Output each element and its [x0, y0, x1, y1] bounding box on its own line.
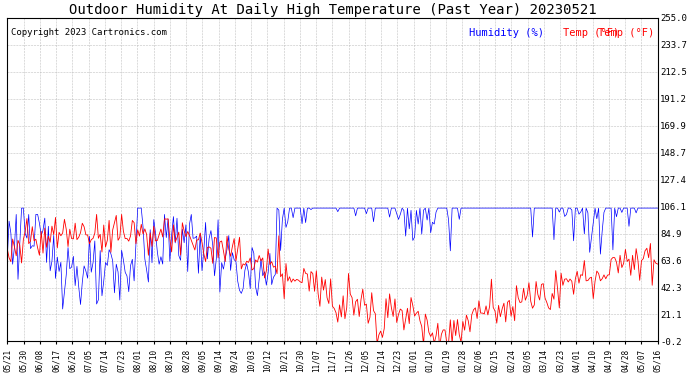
Text: Temp (°F): Temp (°F) — [598, 28, 654, 38]
Title: Outdoor Humidity At Daily High Temperature (Past Year) 20230521: Outdoor Humidity At Daily High Temperatu… — [68, 3, 596, 17]
Text: Copyright 2023 Cartronics.com: Copyright 2023 Cartronics.com — [10, 28, 166, 37]
Text: Temp (°F): Temp (°F) — [563, 28, 620, 38]
Text: Humidity (%): Humidity (%) — [469, 28, 550, 38]
